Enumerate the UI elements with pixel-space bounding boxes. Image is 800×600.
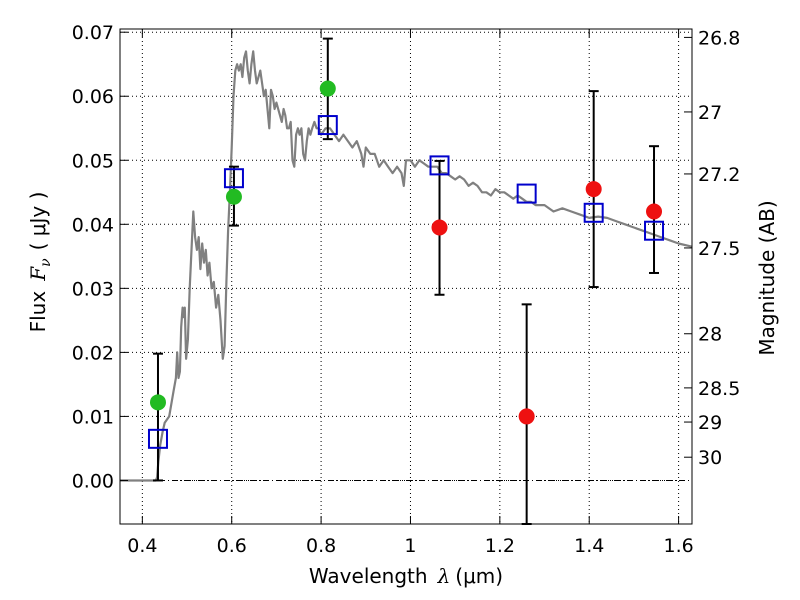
y2-tick-label: 28.5	[698, 378, 740, 400]
error-bars	[152, 37, 660, 525]
y2-tick-label: 27.5	[698, 238, 740, 260]
model-flux-square	[317, 115, 338, 136]
y-tick-label: 0.00	[72, 470, 114, 492]
x-tick-label: 0.6	[217, 535, 247, 557]
x-tick-label: 1	[404, 535, 416, 557]
x-tick-label: 0.8	[306, 535, 336, 557]
x-tick-label: 0.4	[127, 535, 157, 557]
y2-axis-label: Magnitude (AB)	[755, 200, 779, 355]
tick-labels: 0.4 0.6 0.8 1 1.2 1.4 1.6 0.00 0.01 0.02 0.03 0.04 0…	[72, 22, 741, 557]
y-tick-label: 0.02	[72, 342, 114, 364]
y2-tick-label: 27	[698, 102, 722, 124]
y-tick-label: 0.04	[72, 214, 114, 236]
model-sed-line	[120, 50, 693, 482]
detection-point	[319, 80, 336, 97]
y2-tick-label: 29	[698, 412, 722, 434]
axis-ticks	[120, 29, 692, 524]
model-flux-square	[223, 168, 244, 189]
x-axis-label: Wavelength λ (μm)	[309, 564, 503, 588]
detection-point	[149, 394, 166, 411]
plot-frame	[119, 28, 693, 525]
low-snr-point	[518, 408, 535, 425]
model-flux-square	[429, 155, 450, 176]
low-snr-point	[585, 181, 602, 198]
model-flux-square	[147, 428, 168, 449]
x-tick-label: 1.4	[574, 535, 604, 557]
y-tick-label: 0.06	[72, 86, 114, 108]
detection-point	[225, 188, 242, 205]
y2-tick-label: 26.8	[698, 27, 740, 49]
y-tick-label: 0.05	[72, 150, 114, 172]
model-flux-square	[644, 220, 665, 241]
model-flux-square	[516, 183, 537, 204]
y-axis-label: FluxFν( μJy )	[26, 192, 54, 333]
grid-lines	[120, 29, 692, 524]
low-snr-point	[431, 219, 448, 236]
y2-tick-label: 28	[698, 324, 722, 346]
y-tick-label: 0.01	[72, 406, 114, 428]
data-markers	[147, 80, 665, 449]
y2-tick-label: 27.2	[698, 164, 740, 186]
x-tick-label: 1.6	[663, 535, 693, 557]
model-flux-square	[583, 202, 604, 223]
y-tick-label: 0.03	[72, 278, 114, 300]
y2-tick-label: 30	[698, 447, 722, 469]
low-snr-point	[646, 203, 663, 220]
y-tick-label: 0.07	[72, 22, 114, 44]
x-tick-label: 1.2	[485, 535, 515, 557]
